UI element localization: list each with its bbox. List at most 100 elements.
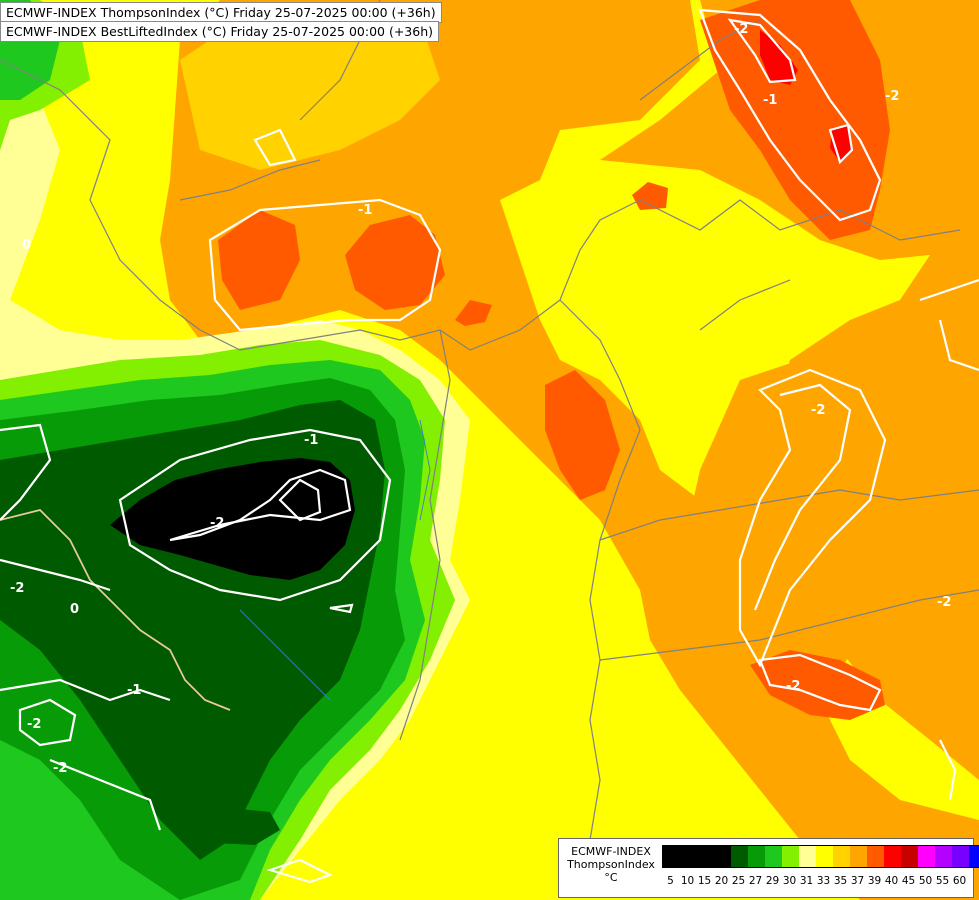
legend-swatch <box>833 846 850 867</box>
contour-label: -2 <box>210 516 224 531</box>
field-black <box>110 458 355 580</box>
contour-label: 0 <box>22 238 31 253</box>
contour-sw2 <box>49 758 162 831</box>
legend-tick: 15 <box>697 875 712 887</box>
map-title-thompson: ECMWF-INDEX ThompsonIndex (°C) Friday 25… <box>0 2 442 23</box>
legend-unit: °C <box>604 871 618 884</box>
contour-far-east2 <box>938 319 979 372</box>
contour-green-wide <box>118 428 392 602</box>
legend-swatch <box>935 846 952 867</box>
legend-tick: 60 <box>952 875 967 887</box>
legend-tick: 29 <box>765 875 780 887</box>
contour-label: -1 <box>358 203 372 218</box>
field-darkorange-small <box>455 300 492 326</box>
field-darkorange-west <box>218 210 300 310</box>
contour-small-west <box>253 128 297 167</box>
field-darkorange-ne <box>700 0 890 240</box>
contour-label: -2 <box>734 22 748 37</box>
contour-se <box>758 653 882 712</box>
legend-tick: 55 <box>935 875 950 887</box>
field-darkorange-center <box>345 215 445 310</box>
legend-swatch <box>867 846 884 867</box>
field-darkorange-mid <box>545 370 620 500</box>
legend-tick: 20 <box>714 875 729 887</box>
legend-model: ECMWF-INDEX <box>571 845 651 858</box>
contour-south <box>266 858 333 884</box>
field-orange-east <box>680 360 979 780</box>
legend-tick: 10 <box>680 875 695 887</box>
contour-labels: -2 -2 -1 -1 -2 -2 0 -2 -1 -2 -2 -1 0 -2 … <box>10 22 951 776</box>
map-title-bestlifted: ECMWF-INDEX BestLiftedIndex (°C) Friday … <box>0 21 440 42</box>
field-red-ne2 <box>830 124 852 162</box>
legend-swatch <box>969 846 979 867</box>
contour-west <box>0 423 52 521</box>
contour-label: -1 <box>127 683 141 698</box>
legend-tick: 40 <box>884 875 899 887</box>
legend-swatch <box>663 846 680 867</box>
contour-label: -2 <box>53 761 67 776</box>
field-darkorange-small2 <box>632 182 668 210</box>
legend-swatch <box>748 846 765 867</box>
contour-ne-inner <box>828 123 854 165</box>
legend-swatch <box>952 846 969 867</box>
legend-swatch <box>816 846 833 867</box>
field-darkorange-se <box>750 650 885 720</box>
legend-tick: 31 <box>799 875 814 887</box>
legend-tick: 50 <box>918 875 933 887</box>
contour-label: -1 <box>763 93 777 108</box>
legend-swatch <box>884 846 901 867</box>
contour-east-loop <box>738 368 887 668</box>
contour-label: -2 <box>786 679 800 694</box>
legend-tick: 39 <box>867 875 882 887</box>
legend-swatch <box>680 846 697 867</box>
legend-ticks: 5 10 15 20 25 27 29 30 31 33 35 37 39 40 45 50 55 60 <box>662 875 968 887</box>
legend-caption: ECMWF-INDEX ThompsonIndex °C <box>563 845 659 884</box>
contour-label: -2 <box>27 717 41 732</box>
contour-south2 <box>329 603 354 614</box>
contour-central-north <box>208 198 442 332</box>
legend-swatches <box>662 845 979 868</box>
contour-ne-inner2 <box>727 18 797 84</box>
contour-label: 0 <box>70 602 79 617</box>
contour-label: -1 <box>304 433 318 448</box>
legend-swatch <box>901 846 918 867</box>
legend-tick: 33 <box>816 875 831 887</box>
field-darkgreen-south <box>195 808 280 845</box>
legend-parameter: ThompsonIndex <box>567 858 655 871</box>
legend-swatch <box>918 846 935 867</box>
contour-ne <box>698 8 882 222</box>
contour-label: -2 <box>937 595 951 610</box>
contour-black-core <box>169 468 352 542</box>
contour-sw-loop <box>18 698 77 747</box>
legend-swatch <box>714 846 731 867</box>
legend-tick: 5 <box>667 875 674 887</box>
legend-swatch <box>850 846 867 867</box>
contour-sw <box>0 678 171 702</box>
legend-swatch <box>799 846 816 867</box>
legend-tick: 35 <box>833 875 848 887</box>
color-legend: ECMWF-INDEX ThompsonIndex °C 5 10 15 20 25 27… <box>558 838 979 898</box>
legend-swatch <box>731 846 748 867</box>
legend-swatch <box>697 846 714 867</box>
contour-label: -2 <box>811 403 825 418</box>
contour-far-east <box>919 278 979 302</box>
contour-black-core-inner <box>278 478 322 522</box>
contour-lines <box>0 8 979 884</box>
legend-tick: 45 <box>901 875 916 887</box>
rivers <box>239 419 431 701</box>
country-borders <box>0 0 979 841</box>
legend-tick: 30 <box>782 875 797 887</box>
border-tan <box>0 509 231 711</box>
legend-tick: 37 <box>850 875 865 887</box>
contour-west2 <box>0 558 111 592</box>
field-light-orange-band <box>180 10 440 170</box>
legend-swatch <box>765 846 782 867</box>
legend-tick: 27 <box>748 875 763 887</box>
contour-label: -2 <box>885 89 899 104</box>
legend-tick: 25 <box>731 875 746 887</box>
legend-swatch <box>782 846 799 867</box>
contour-label: -2 <box>10 581 24 596</box>
contour-east-far <box>939 739 957 801</box>
